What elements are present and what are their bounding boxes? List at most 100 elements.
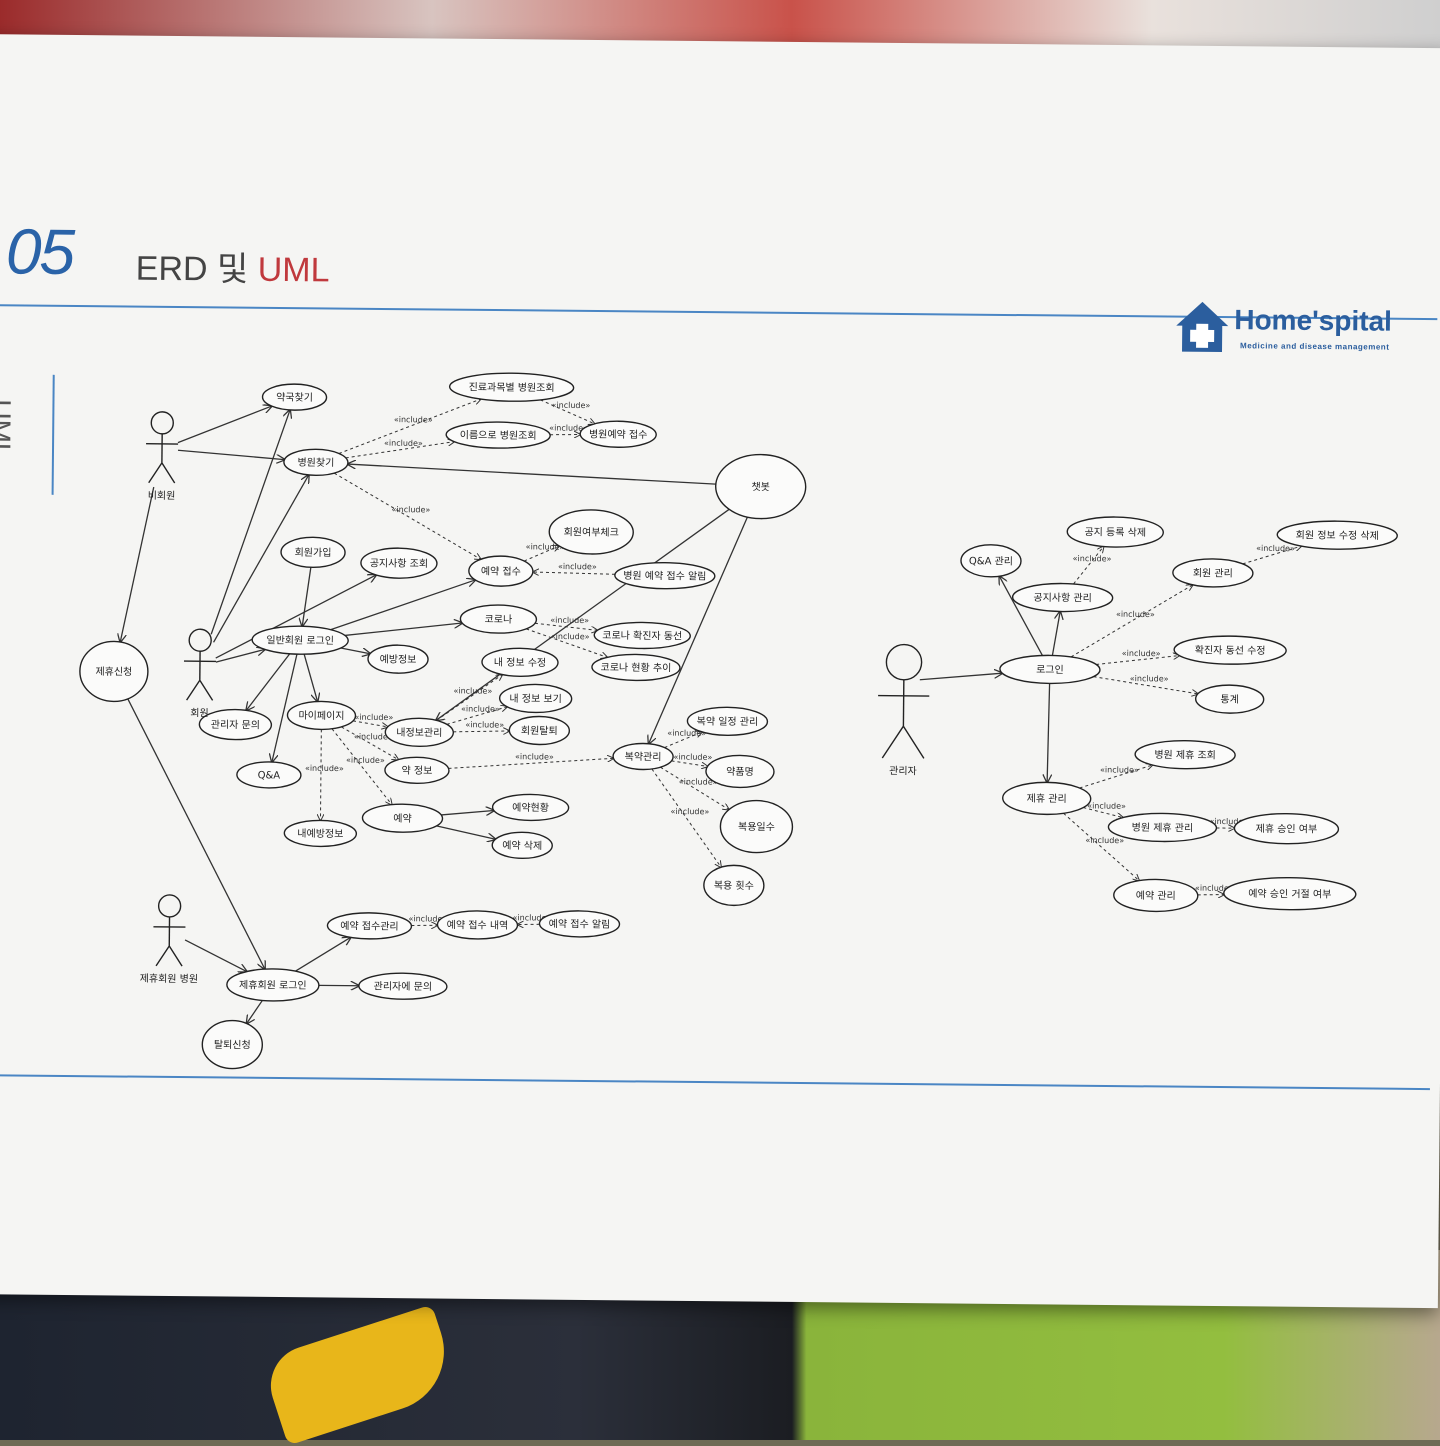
usecase-u-member-login: 일반회원 로그인 (252, 626, 348, 655)
usecase-u-partner-view: 병원 제휴 조회 (1135, 740, 1235, 769)
usecase-label: 일반회원 로그인 (266, 634, 334, 647)
include-label: «include» (1256, 544, 1295, 553)
usecase-u-hosp-alarm: 병원 예약 접수 알림 (615, 562, 715, 589)
usecase-label: 내정보관리 (396, 727, 442, 739)
actor-label: 제휴회원 병원 (140, 973, 199, 986)
usecase-u-corona-route: 코로나 확진자 동선 (594, 622, 690, 649)
association-edge (295, 937, 350, 972)
usecase-label: 공지사항 관리 (1033, 592, 1092, 605)
usecase-u-hosp-partner-mgmt: 병원 제휴 관리 (1108, 813, 1216, 842)
usecase-label: 예약 접수 알림 (549, 918, 611, 931)
usecase-u-reserve-approve: 예약 승인 거절 여부 (1224, 877, 1356, 910)
usecase-u-reserve-hist: 예약 접수 내역 (437, 911, 517, 940)
association-edge (178, 450, 285, 459)
include-edge (411, 925, 437, 926)
usecase-label: 공지사항 조회 (370, 557, 429, 570)
include-edge (533, 572, 615, 574)
usecase-label: 관리자 문의 (211, 719, 260, 731)
include-label: «include» (305, 764, 344, 773)
include-label: «include» (552, 401, 591, 410)
usecase-label: 회원여부체크 (564, 526, 619, 539)
usecase-label: 로그인 (1036, 664, 1064, 676)
usecase-label: 코로나 확진자 동선 (602, 630, 682, 643)
usecase-label: 예약 접수 (481, 565, 521, 577)
include-edge (1074, 546, 1104, 584)
include-label: «include» (550, 616, 589, 625)
usecase-label: 내 정보 보기 (509, 693, 561, 706)
usecase-u-notice-crud: 공지 등록 삭제 (1067, 517, 1163, 548)
usecase-label: 병원 제휴 관리 (1132, 822, 1194, 835)
association-edge (178, 405, 272, 443)
usecase-u-reserve-recv: 예약 접수 (469, 556, 533, 587)
usecase-u-hosp-reserve: 병원예약 접수 (580, 421, 656, 448)
include-label: «include» (354, 713, 393, 722)
actor-figure-part (903, 726, 924, 758)
actor-figure-part (886, 644, 922, 680)
include-label: «include» (558, 562, 597, 571)
usecase-label: 예약 승인 거절 여부 (1248, 887, 1331, 901)
association-edge (185, 940, 247, 972)
actor-label: 회원 (190, 707, 209, 719)
include-label: «include» (465, 720, 504, 729)
include-label: «include» (392, 505, 431, 514)
usecase-u-ask-admin2: 관리자에 문의 (359, 973, 447, 1000)
association-edge (216, 649, 265, 663)
association-edge (1052, 611, 1060, 655)
usecase-label: 병원예약 접수 (589, 428, 648, 441)
paper-sheet: 05 ERD 및 UML UML Home'spital Medicine an… (0, 34, 1440, 1308)
include-label: «include» (551, 632, 590, 641)
usecase-u-dose-sched: 복약 일정 관리 (687, 707, 767, 736)
include-label: «include» (515, 752, 554, 761)
usecase-label: 회원 정보 수정 삭제 (1296, 529, 1379, 542)
use-case-diagram: «include» «include» «include» «include» «inc… (0, 34, 1440, 1308)
usecase-u-dose-count: 복용 횟수 (704, 865, 764, 906)
usecase-u-med-name: 약품명 (706, 755, 774, 788)
actor-label: 비회원 (148, 490, 176, 502)
usecase-u-reserve-status: 예약현황 (492, 794, 568, 821)
usecase-label: 회원탈퇴 (521, 724, 558, 737)
usecase-u-partner-apply: 제휴신청 (80, 641, 149, 702)
association-edge (247, 1000, 263, 1023)
usecase-label: 확진자 동선 수정 (1195, 644, 1266, 657)
actor-figure-part (159, 895, 181, 917)
usecase-u-notice-view: 공지사항 조회 (361, 548, 437, 579)
usecase-label: Q&A 관리 (969, 555, 1013, 567)
include-edge (1198, 894, 1224, 895)
snack-package (260, 1304, 459, 1445)
association-edge (436, 826, 495, 839)
usecase-u-prevent: 예방정보 (368, 645, 428, 674)
include-edge (320, 729, 321, 820)
usecase-u-ask-admin: 관리자 문의 (199, 709, 271, 740)
association-edge (341, 648, 371, 654)
include-label: «include» (674, 752, 713, 761)
usecase-u-qna: Q&A (237, 762, 301, 789)
usecase-label: 코로나 (485, 613, 513, 625)
usecase-label: 관리자에 문의 (374, 980, 433, 993)
actor-figure-part (149, 463, 162, 483)
usecase-u-leave-apply: 탈퇴신청 (202, 1020, 262, 1069)
usecase-label: 예방정보 (380, 653, 417, 665)
association-edge (348, 464, 716, 484)
association-edge (920, 672, 1002, 680)
usecase-label: 공지 등록 삭제 (1084, 526, 1146, 539)
include-edge (550, 434, 580, 435)
usecase-u-qna-mgmt: Q&A 관리 (961, 545, 1021, 578)
usecase-u-reserve-mgmt-p: 예약 접수관리 (327, 912, 411, 939)
actor-a-member: 회원 (183, 629, 216, 719)
usecase-u-med-info: 약 정보 (385, 757, 449, 784)
usecase-u-signup: 회원가입 (281, 537, 345, 568)
include-label: «include» (1116, 610, 1155, 619)
usecase-label: 통계 (1220, 694, 1239, 706)
include-label: «include» (1073, 554, 1112, 563)
usecase-u-corona-trend: 코로나 현황 추이 (592, 654, 680, 681)
usecase-u-member-mgmt: 회원 관리 (1173, 559, 1253, 588)
usecase-label: 제휴신청 (95, 666, 132, 678)
association-edge (246, 653, 289, 710)
association-edge (211, 409, 290, 635)
association-edge (120, 487, 154, 643)
usecase-label: 진료과목별 병원조회 (469, 381, 555, 394)
usecase-label: 제휴회원 로그인 (239, 979, 307, 992)
usecase-label: 복용일수 (738, 821, 775, 833)
usecase-u-reserve-del: 예약 삭제 (492, 832, 552, 859)
